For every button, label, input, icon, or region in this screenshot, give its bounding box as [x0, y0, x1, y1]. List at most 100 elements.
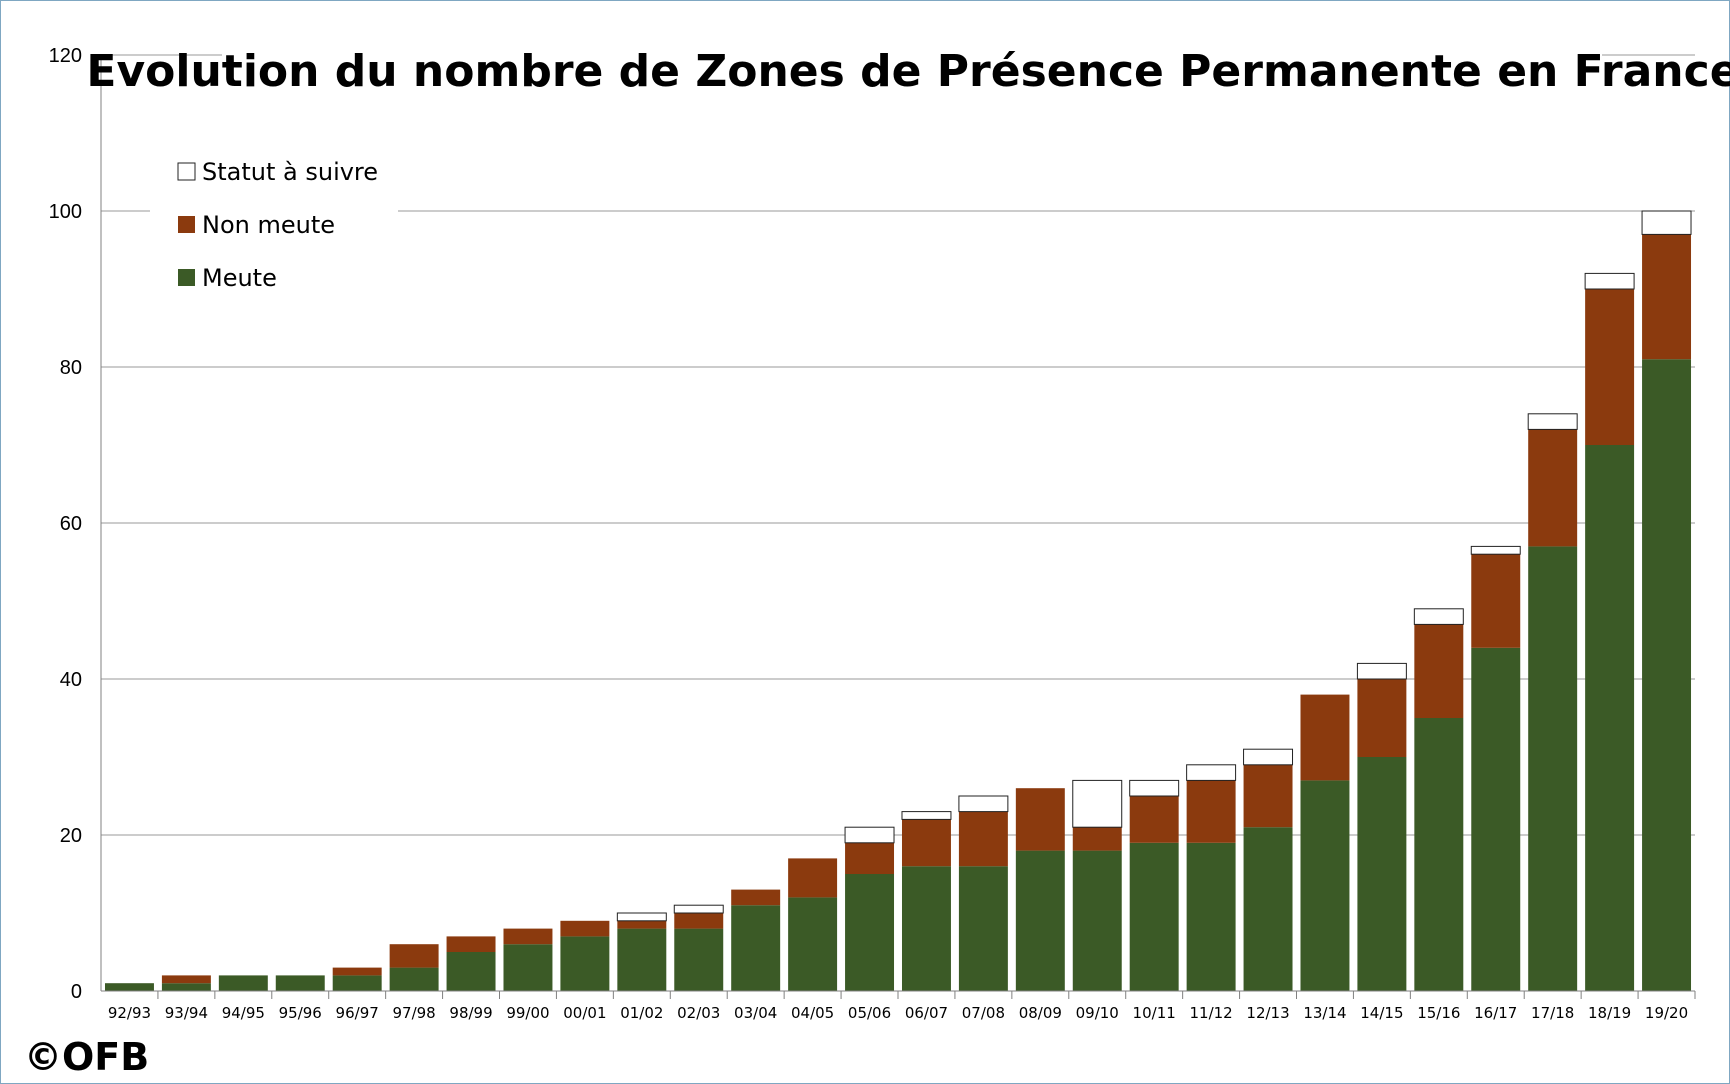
x-tick-label: 02/03: [677, 1004, 720, 1022]
bar-meute-17-18: [1528, 546, 1578, 991]
bar-non-meute-09-10: [1072, 827, 1122, 851]
bar-statut-suivre-17-18: [1527, 413, 1578, 430]
bar-meute-97-98: [389, 967, 439, 991]
x-tick-label: 18/19: [1588, 1004, 1631, 1022]
bar-statut-suivre-18-19: [1584, 272, 1635, 290]
x-tick-label: 12/13: [1246, 1004, 1289, 1022]
x-tick-label: 06/07: [905, 1004, 948, 1022]
bar-meute-01-02: [617, 928, 667, 991]
bar-statut-suivre-06-07: [901, 811, 952, 820]
bar-meute-18-19: [1585, 445, 1635, 991]
bar-non-meute-93-94: [161, 975, 211, 984]
bar-non-meute-03-04: [731, 889, 781, 906]
bar-statut-suivre-05-06: [844, 826, 895, 844]
bar-non-meute-04-05: [788, 858, 838, 898]
bar-meute-11-12: [1186, 842, 1236, 991]
x-tick-label: 13/14: [1303, 1004, 1346, 1022]
bar-meute-99-00: [503, 944, 553, 991]
bar-meute-13-14: [1300, 780, 1350, 991]
x-tick-label: 01/02: [620, 1004, 663, 1022]
y-axis-ticks: 0 20 40 60 80 100 120: [49, 45, 82, 1003]
bar-statut-suivre-07-08: [958, 795, 1009, 813]
x-tick-label: 16/17: [1474, 1004, 1517, 1022]
x-tick-label: 19/20: [1645, 1004, 1688, 1022]
bar-non-meute-19-20: [1642, 234, 1692, 360]
bar-statut-suivre-19-20: [1641, 210, 1692, 235]
bar-non-meute-06-07: [901, 819, 951, 867]
legend-label: Statut à suivre: [202, 158, 378, 186]
x-tick-label: 94/95: [222, 1004, 265, 1022]
bar-meute-98-99: [446, 952, 496, 991]
bar-meute-10-11: [1129, 842, 1179, 991]
bar-statut-suivre-10-11: [1129, 779, 1180, 797]
y-tick-label: 80: [60, 357, 82, 379]
y-tick-label: 0: [71, 981, 82, 1003]
x-tick-label: 09/10: [1076, 1004, 1119, 1022]
y-tick-label: 120: [49, 45, 82, 67]
bar-statut-suivre-02-03: [673, 904, 724, 914]
bar-non-meute-98-99: [446, 936, 496, 952]
x-tick-label: 95/96: [279, 1004, 322, 1022]
legend-label: Meute: [202, 264, 277, 292]
bar-non-meute-05-06: [845, 842, 895, 874]
x-tick-label: 10/11: [1133, 1004, 1176, 1022]
bar-meute-05-06: [845, 874, 895, 991]
bar-non-meute-97-98: [389, 944, 439, 968]
x-tick-label: 00/01: [563, 1004, 606, 1022]
bar-meute-00-01: [560, 936, 610, 991]
y-tick-label: 60: [60, 513, 82, 535]
x-tick-label: 04/05: [791, 1004, 834, 1022]
y-tick-label: 100: [49, 201, 82, 223]
x-tick-label: 92/93: [108, 1004, 151, 1022]
bar-statut-suivre-14-15: [1356, 662, 1407, 680]
x-tick-label: 99/00: [506, 1004, 549, 1022]
chart-title: Evolution du nombre de Zones de Présence…: [86, 46, 1730, 97]
legend-label: Non meute: [202, 211, 335, 239]
bar-meute-12-13: [1243, 827, 1293, 991]
bar-statut-suivre-11-12: [1186, 764, 1237, 781]
x-tick-label: 98/99: [449, 1004, 492, 1022]
x-tick-label: 07/08: [962, 1004, 1005, 1022]
y-tick-label: 20: [60, 825, 82, 847]
bar-non-meute-07-08: [958, 811, 1008, 867]
bar-non-meute-02-03: [674, 913, 724, 929]
bar-non-meute-11-12: [1186, 780, 1236, 843]
bar-statut-suivre-12-13: [1243, 748, 1294, 766]
bar-meute-08-09: [1015, 850, 1065, 991]
x-tick-label: 14/15: [1360, 1004, 1403, 1022]
bar-meute-06-07: [901, 866, 951, 991]
x-tick-label: 93/94: [165, 1004, 208, 1022]
bar-non-meute-16-17: [1471, 554, 1521, 648]
x-tick-label: 15/16: [1417, 1004, 1460, 1022]
bar-meute-96-97: [332, 975, 382, 991]
bar-statut-suivre-16-17: [1470, 545, 1521, 555]
x-tick-label: 11/12: [1189, 1004, 1232, 1022]
bar-meute-14-15: [1357, 757, 1407, 991]
bar-meute-94-95: [218, 975, 268, 991]
bar-non-meute-14-15: [1357, 679, 1407, 757]
bar-meute-95-96: [275, 975, 325, 991]
bar-meute-02-03: [674, 928, 724, 991]
bar-non-meute-15-16: [1414, 624, 1464, 718]
x-tick-label: 03/04: [734, 1004, 777, 1022]
bar-non-meute-12-13: [1243, 764, 1293, 828]
legend-swatch-statut-suivre: [177, 162, 196, 181]
bar-non-meute-18-19: [1585, 289, 1635, 445]
legend: Statut à suivre Non meute Meute: [150, 150, 398, 300]
bar-non-meute-99-00: [503, 928, 553, 945]
bar-meute-92-93: [104, 983, 154, 991]
legend-swatch-meute: [178, 269, 195, 286]
x-tick-label: 05/06: [848, 1004, 891, 1022]
bar-statut-suivre-15-16: [1413, 608, 1464, 625]
bar-non-meute-10-11: [1129, 796, 1179, 843]
bar-meute-09-10: [1072, 850, 1122, 991]
copyright-watermark: ©OFB: [24, 1035, 149, 1079]
bar-meute-04-05: [788, 897, 838, 991]
bar-meute-16-17: [1471, 647, 1521, 991]
y-tick-label: 40: [60, 669, 82, 691]
bar-non-meute-08-09: [1015, 788, 1065, 851]
bar-meute-19-20: [1642, 359, 1692, 991]
x-tick-label: 17/18: [1531, 1004, 1574, 1022]
bar-meute-07-08: [958, 866, 1008, 991]
